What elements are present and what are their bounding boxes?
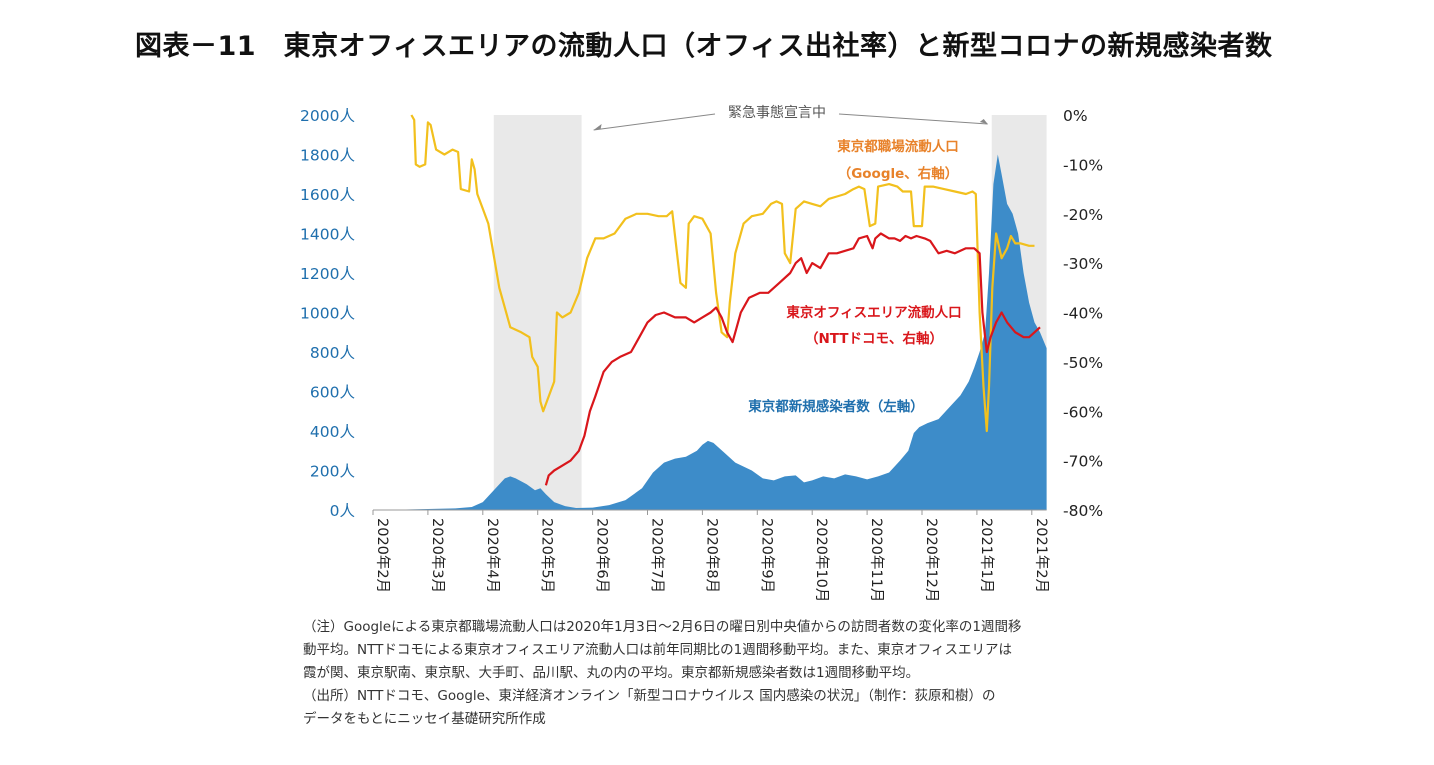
emergency-period-shade xyxy=(493,115,582,510)
y-left-tick-label: 0人 xyxy=(330,502,355,520)
series-annotation: 東京オフィスエリア流動人口 xyxy=(786,304,961,321)
note-line: （注）Googleによる東京都職場流動人口は2020年1月3日～2月6日の曜日別… xyxy=(303,619,1022,635)
emergency-arrowhead-right xyxy=(979,119,988,124)
x-tick-label: 2020年12月 xyxy=(923,518,940,602)
y-left-tick-label: 1200人 xyxy=(300,265,355,283)
note-line: 霞が関、東京駅南、東京駅、大手町、品川駅、丸の内の平均。東京都新規感染者数は1週… xyxy=(303,665,920,681)
y-left-tick-label: 1000人 xyxy=(300,305,355,323)
y-left-tick-label: 600人 xyxy=(310,384,355,402)
x-tick-label: 2020年3月 xyxy=(429,518,446,593)
note-line: データをもとにニッセイ基礎研究所作成 xyxy=(303,711,546,727)
chart-title: 図表－11 東京オフィスエリアの流動人口（オフィス出社率）と新型コロナの新規感染… xyxy=(135,31,1273,62)
y-right-tick-label: -50% xyxy=(1063,354,1103,372)
series-line-ntt xyxy=(544,232,1041,486)
y-right-tick-label: -60% xyxy=(1063,403,1103,421)
y-right-tick-label: -70% xyxy=(1063,453,1103,471)
x-tick-label: 2020年2月 xyxy=(374,518,391,593)
chart: 2020年2月 2020年3月 2020年4月 2020年5月 2020年6月 2020年… xyxy=(300,105,1103,602)
x-tick-label: 2020年4月 xyxy=(484,518,501,593)
y-left-tick-label: 400人 xyxy=(310,423,355,441)
series-line-google xyxy=(410,114,1035,433)
y-right-tick-label: -30% xyxy=(1063,255,1103,273)
series-annotation: 東京都職場流動人口 xyxy=(837,138,959,155)
series-area-new-cases xyxy=(373,154,1047,510)
y-left-tick-label: 1800人 xyxy=(300,147,355,165)
y-left-tick-label: 1600人 xyxy=(300,186,355,204)
x-tick-label: 2021年1月 xyxy=(978,518,995,593)
x-tick-label: 2020年8月 xyxy=(703,518,720,593)
x-tick-label: 2020年9月 xyxy=(758,518,775,593)
y-right-tick-label: 0% xyxy=(1063,107,1088,125)
note-line: （出所）NTTドコモ、Google、東洋経済オンライン「新型コロナウイルス 国内… xyxy=(303,688,996,704)
y-right-tick-label: -10% xyxy=(1063,156,1103,174)
series-annotation: （NTTドコモ、右軸） xyxy=(805,330,943,347)
notes: （注）Googleによる東京都職場流動人口は2020年1月3日～2月6日の曜日別… xyxy=(303,616,1123,731)
y-left-tick-label: 1400人 xyxy=(300,226,355,244)
x-tick-label: 2020年10月 xyxy=(813,518,830,602)
series-annotation: 東京都新規感染者数（左軸） xyxy=(748,398,924,415)
y-right-tick-label: -80% xyxy=(1063,502,1103,520)
y-right-tick-label: -20% xyxy=(1063,206,1103,224)
y-left-tick-label: 800人 xyxy=(310,344,355,362)
note-line: 動平均。NTTドコモによる東京オフィスエリア流動人口は前年同期比の1週間移動平均… xyxy=(303,642,1012,658)
emergency-arrow-right xyxy=(838,113,988,125)
emergency-label: 緊急事態宣言中 xyxy=(728,105,826,121)
y-left-tick-label: 200人 xyxy=(310,463,355,481)
x-tick-label: 2021年2月 xyxy=(1033,518,1050,593)
y-right-tick-label: -40% xyxy=(1063,305,1103,323)
x-tick-label: 2020年7月 xyxy=(649,518,666,593)
y-left-tick-label: 2000人 xyxy=(300,107,355,125)
emergency-arrowhead-left xyxy=(593,124,602,130)
emergency-arrow-left xyxy=(593,113,716,131)
series-annotation: （Google、右軸） xyxy=(838,165,959,182)
x-tick-label: 2020年5月 xyxy=(539,518,556,593)
x-tick-label: 2020年11月 xyxy=(868,518,885,602)
x-tick-label: 2020年6月 xyxy=(594,518,611,593)
